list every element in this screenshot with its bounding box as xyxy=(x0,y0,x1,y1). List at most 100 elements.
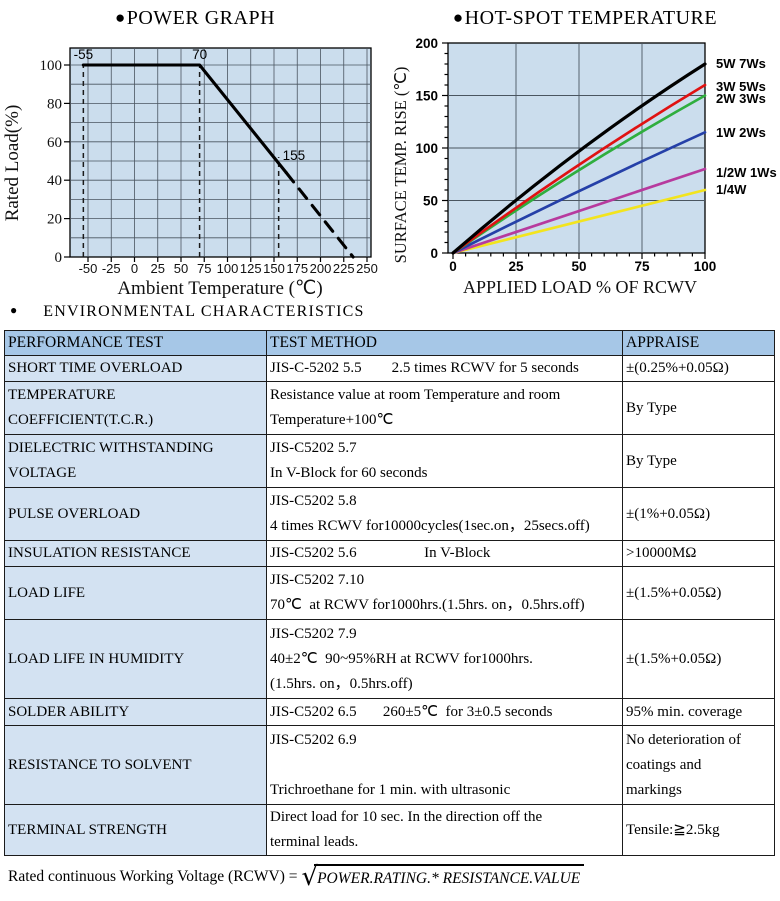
x-tick-label: 75 xyxy=(634,259,650,274)
cell-line: JIS-C5202 7.10 xyxy=(270,572,365,588)
cell-line: In V-Block for 60 seconds xyxy=(270,465,428,481)
x-tick-label: 150 xyxy=(263,261,285,276)
cell-line: JIS-C5202 7.9 xyxy=(270,625,357,642)
circle-bullet-icon: ● xyxy=(10,303,18,317)
appraise-cell: No deterioration of coatings and markings xyxy=(622,725,775,805)
cell-line: LOAD LIFE xyxy=(8,584,86,601)
x-tick-label: -25 xyxy=(102,261,121,276)
test-cell: SOLDER ABILITY xyxy=(4,698,267,726)
cell-line: ±(1.5%+0.05Ω) xyxy=(626,584,722,601)
legend-label: 2W 3Ws xyxy=(716,91,766,106)
series-rated-load-extrapolated xyxy=(284,170,355,259)
appraise-cell: By Type xyxy=(622,434,775,488)
test-cell: RESISTANCE TO SOLVENT xyxy=(4,725,267,805)
cell-line: TERMINAL STRENGTH xyxy=(8,821,168,838)
series-line xyxy=(451,130,707,255)
table-row: INSULATION RESISTANCE JIS-C5202 5.6 In V-… xyxy=(4,540,775,567)
cell-line: LOAD LIFE IN HUMIDITY xyxy=(8,650,185,667)
cell-line: Temperature+100℃ xyxy=(270,412,394,428)
test-cell: TEMPERATURE COEFFICIENT(T.C.R.) xyxy=(4,381,267,435)
cell-line: ±(0.25%+0.05Ω) xyxy=(626,360,729,376)
appraise-cell: ±(1.5%+0.05Ω) xyxy=(622,566,775,620)
x-tick-label: 0 xyxy=(131,261,138,276)
x-tick-label: 50 xyxy=(174,261,188,276)
section-heading: ● ENVIRONMENTAL CHARACTERISTICS xyxy=(10,303,365,321)
power-graph-chart: -50 -25 0 25 50 75 100 125 150 175 200 225 250020406… xyxy=(2,47,378,299)
cell-line: terminal leads. xyxy=(270,834,359,850)
cell-line: 70℃ at RCWV for1000hrs.(1.5hrs. on，0.5hr… xyxy=(270,597,585,613)
y-tick-label: 50 xyxy=(423,194,438,209)
method-cell: JIS-C5202 5.7 In V-Block for 60 seconds xyxy=(266,434,623,488)
legend-label: 1W 2Ws xyxy=(716,125,766,140)
table-row: TEMPERATURE COEFFICIENT(T.C.R.) Resistance… xyxy=(4,381,775,435)
cell-line: Direct load for 10 sec. In the direction… xyxy=(270,809,543,825)
column-header: PERFORMANCE TEST xyxy=(4,330,267,356)
hot-spot-title-text: HOT-SPOT TEMPERATURE xyxy=(464,7,718,29)
cell-line: Trichroethane for 1 min. with ultrasonic xyxy=(270,781,511,798)
power-plot-area xyxy=(69,47,372,258)
x-tick-label: 100 xyxy=(694,259,717,274)
legend-label: 3W 5Ws xyxy=(716,79,766,94)
series-line xyxy=(451,83,707,255)
column-header: TEST METHOD xyxy=(266,330,623,356)
series-rated-load xyxy=(81,63,288,175)
table-row: DIELECTRIC WITHSTANDING VOLTAGE JIS-C5202 … xyxy=(4,434,775,488)
cell-line: By Type xyxy=(626,399,677,416)
table-row: PULSE OVERLOAD JIS-C5202 5.8 4 times RCWV … xyxy=(4,487,775,541)
legend-label: 5W 7Ws xyxy=(716,56,766,71)
reference-label: 70 xyxy=(192,47,207,62)
y-tick-label: 200 xyxy=(415,36,438,51)
table-row: SOLDER ABILITY JIS-C5202 6.5 260±5℃ for 3… xyxy=(4,698,775,726)
cell-line: PULSE OVERLOAD xyxy=(8,505,141,522)
table-row: TERMINAL STRENGTH Direct load for 10 sec.… xyxy=(4,804,775,856)
x-tick-label: 125 xyxy=(240,261,262,276)
cell-line xyxy=(270,753,620,778)
method-cell: JIS-C5202 7.9 40±2℃ 90~95%RH at RCWV for1… xyxy=(266,619,623,699)
cell-line: No deterioration of xyxy=(626,731,741,748)
test-cell: INSULATION RESISTANCE xyxy=(4,540,267,567)
y-tick-label: 40 xyxy=(47,173,62,189)
series-line xyxy=(451,62,707,255)
x-tick-label: 225 xyxy=(333,261,355,276)
method-cell: JIS-C5202 7.10 70℃ at RCWV for1000hrs.(1.… xyxy=(266,566,623,620)
appraise-cell: Tensile:≧2.5kg xyxy=(622,804,775,856)
environmental-characteristics-table: PERFORMANCE TEST TEST METHOD APPRAISE SHORT… xyxy=(4,330,775,856)
test-cell: DIELECTRIC WITHSTANDING VOLTAGE xyxy=(4,434,267,488)
cell-line: By Type xyxy=(626,452,677,469)
circle-bullet-icon: ● xyxy=(114,8,126,27)
appraise-cell: ±(1%+0.05Ω) xyxy=(622,487,775,541)
cell-line: SHORT TIME OVERLOAD xyxy=(8,360,183,376)
series-line xyxy=(451,188,707,255)
cell-line: 95% min. coverage xyxy=(626,703,743,720)
test-cell: LOAD LIFE xyxy=(4,566,267,620)
cell-line: JIS-C5202 6.9 xyxy=(270,731,357,748)
formula-prefix: Rated continuous Working Voltage (RCWV) … xyxy=(8,868,298,885)
test-cell: SHORT TIME OVERLOAD xyxy=(4,355,267,382)
appraise-cell: ±(1.5%+0.05Ω) xyxy=(622,619,775,699)
cell-line: JIS-C5202 6.5 260±5℃ for 3±0.5 seconds xyxy=(270,703,553,720)
y-tick-label: 0 xyxy=(430,246,438,261)
cell-line: SOLDER ABILITY xyxy=(8,703,130,720)
legend-label: 1/2W 1Ws xyxy=(716,165,777,180)
formula-radicand: POWER.RATING.* RESISTANCE.VALUE xyxy=(314,864,585,890)
column-header: APPRAISE xyxy=(622,330,775,356)
y-tick-label: 80 xyxy=(47,96,62,112)
cell-line: INSULATION RESISTANCE xyxy=(8,545,191,561)
y-tick-label: 150 xyxy=(415,89,438,104)
cell-line: VOLTAGE xyxy=(8,465,77,481)
x-tick-label: 75 xyxy=(197,261,211,276)
x-tick-label: 50 xyxy=(571,259,586,274)
cell-line: DIELECTRIC WITHSTANDING xyxy=(8,440,214,456)
method-cell: JIS-C5202 6.9 Trichroethane for 1 min. w… xyxy=(266,725,623,805)
reference-label: 155 xyxy=(283,148,306,163)
x-tick-label: 175 xyxy=(286,261,308,276)
circle-bullet-icon: ● xyxy=(452,8,464,27)
power-graph-title-text: POWER GRAPH xyxy=(126,7,276,29)
appraise-cell: ±(0.25%+0.05Ω) xyxy=(622,355,775,382)
cell-line: ±(1.5%+0.05Ω) xyxy=(626,650,722,667)
test-cell: PULSE OVERLOAD xyxy=(4,487,267,541)
cell-line: Resistance value at room Temperature and… xyxy=(270,387,561,403)
table-row: LOAD LIFE IN HUMIDITY JIS-C5202 7.9 40±2℃ … xyxy=(4,619,775,699)
power-y-axis-title: Rated Load(%) xyxy=(2,105,23,222)
